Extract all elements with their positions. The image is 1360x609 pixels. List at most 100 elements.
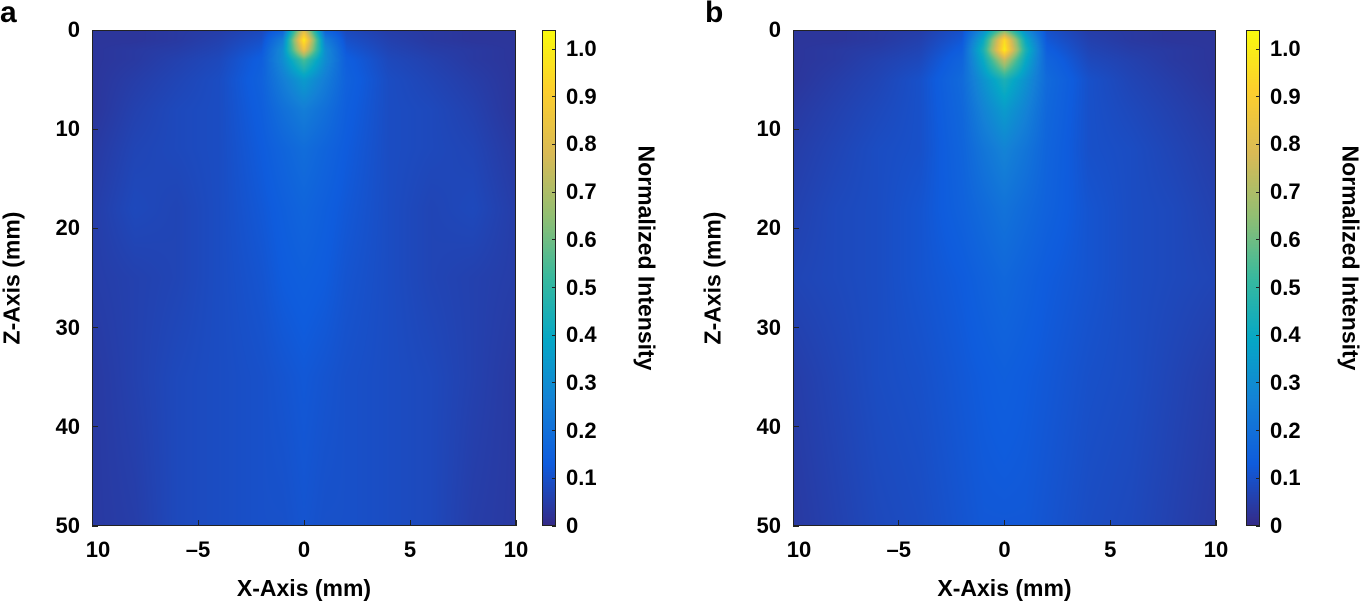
colorbar-tick-mark xyxy=(552,143,556,145)
colorbar-tick-label: 0.7 xyxy=(566,179,597,205)
y-tick-mark xyxy=(793,29,799,31)
x-tick-mark xyxy=(197,520,199,526)
colorbar-tick-label: 0.6 xyxy=(566,226,597,252)
colorbar-tick-label: 0.9 xyxy=(566,83,597,109)
y-tick-label: 0 xyxy=(67,17,80,42)
y-tick-mark xyxy=(793,426,799,428)
colorbar-label: Normalized Intensity xyxy=(633,145,660,371)
colorbar-tick-label: 1.0 xyxy=(566,36,597,62)
y-tick-mark xyxy=(92,128,98,130)
colorbar-tick-mark xyxy=(1256,191,1260,193)
colorbar-tick-label: 0.5 xyxy=(566,274,597,300)
colorbar-tick-label: 1.0 xyxy=(1270,36,1301,62)
colorbar-tick-mark xyxy=(1256,477,1260,479)
x-tick-label: 10 xyxy=(1203,537,1229,562)
colorbar xyxy=(1246,30,1260,526)
y-tick-mark xyxy=(793,227,799,229)
x-tick-label: 5 xyxy=(403,537,417,562)
panel-letter: b xyxy=(705,0,724,29)
y-tick-label: 30 xyxy=(756,314,781,340)
y-tick-label: 20 xyxy=(756,215,781,241)
y-tick-mark xyxy=(92,426,98,428)
y-tick-label: 40 xyxy=(55,413,80,439)
y-tick-mark xyxy=(793,327,799,329)
colorbar-tick-mark xyxy=(552,287,556,289)
colorbar xyxy=(542,30,556,526)
colorbar-tick-label: 0.3 xyxy=(1270,369,1301,395)
x-axis-label: X-Axis (mm) xyxy=(236,575,372,601)
colorbar-tick-label: 0.4 xyxy=(1270,322,1301,348)
x-tick-label: –5 xyxy=(185,537,211,562)
colorbar-tick-label: 0.9 xyxy=(1270,83,1301,109)
y-tick-label: 40 xyxy=(756,413,781,439)
x-tick-label: –5 xyxy=(886,537,911,562)
colorbar-tick-label: 0.8 xyxy=(566,131,597,157)
x-tick-label: 0 xyxy=(998,537,1011,562)
colorbar-tick-mark xyxy=(552,96,556,98)
colorbar-tick-label: 0 xyxy=(566,513,579,538)
colorbar-tick-label: 0.6 xyxy=(1270,226,1301,252)
colorbar-tick-mark xyxy=(1256,239,1260,241)
x-tick-label: 10 xyxy=(786,537,812,562)
y-tick-label: 0 xyxy=(768,17,781,42)
x-axis-label: X-Axis (mm) xyxy=(937,575,1072,601)
colorbar-tick-mark xyxy=(552,239,556,241)
colorbar-frame xyxy=(542,30,556,526)
colorbar-tick-label: 0.3 xyxy=(566,369,597,395)
colorbar-frame xyxy=(1246,30,1260,526)
colorbar-tick-mark xyxy=(1256,525,1260,527)
plot-frame xyxy=(92,30,516,526)
colorbar-tick-label: 0.2 xyxy=(566,417,597,443)
colorbar-tick-label: 0.4 xyxy=(566,322,597,348)
panel-letter: a xyxy=(0,0,17,29)
x-tick-mark xyxy=(1109,520,1111,526)
colorbar-tick-mark xyxy=(1256,143,1260,145)
colorbar-label: Normalized Intensity xyxy=(1337,145,1360,371)
y-axis-label: Z-Axis (mm) xyxy=(699,211,726,345)
colorbar-tick-mark xyxy=(552,334,556,336)
heatmap-image xyxy=(92,30,516,526)
colorbar-tick-mark xyxy=(552,477,556,479)
heatmap-image xyxy=(793,30,1216,526)
colorbar-tick-label: 0.5 xyxy=(1270,274,1301,300)
x-tick-label: 10 xyxy=(503,537,529,562)
y-tick-mark xyxy=(92,227,98,229)
colorbar-tick-mark xyxy=(1256,430,1260,432)
y-tick-label: 20 xyxy=(55,215,80,241)
y-tick-label: 10 xyxy=(55,116,80,142)
colorbar-tick-mark xyxy=(552,430,556,432)
colorbar-tick-label: 0.1 xyxy=(566,465,597,491)
y-tick-label: 10 xyxy=(756,116,781,142)
colorbar-tick-mark xyxy=(552,48,556,50)
x-tick-mark xyxy=(303,520,305,526)
x-tick-mark xyxy=(1215,520,1217,526)
colorbar-tick-mark xyxy=(1256,287,1260,289)
colorbar-tick-mark xyxy=(1256,48,1260,50)
y-tick-mark xyxy=(92,29,98,31)
x-tick-label: 0 xyxy=(297,537,311,562)
colorbar-tick-mark xyxy=(552,382,556,384)
x-tick-mark xyxy=(1004,520,1005,526)
x-tick-label: 10 xyxy=(85,537,111,562)
plot-frame xyxy=(793,30,1216,526)
colorbar-tick-label: 0.2 xyxy=(1270,417,1301,443)
y-axis-label: Z-Axis (mm) xyxy=(0,211,25,345)
colorbar-tick-mark xyxy=(552,191,556,193)
y-tick-label: 50 xyxy=(756,513,781,538)
y-tick-label: 30 xyxy=(55,314,80,340)
y-tick-mark xyxy=(92,525,98,527)
colorbar-tick-mark xyxy=(1256,96,1260,98)
x-tick-mark xyxy=(792,520,794,526)
colorbar-tick-mark xyxy=(1256,334,1260,336)
colorbar-tick-mark xyxy=(1256,382,1260,384)
colorbar-tick-label: 0 xyxy=(1270,513,1283,538)
y-tick-label: 50 xyxy=(55,513,80,538)
x-tick-label: 5 xyxy=(1104,537,1117,562)
y-tick-mark xyxy=(793,128,799,130)
colorbar-tick-label: 0.1 xyxy=(1270,465,1301,491)
colorbar-tick-mark xyxy=(552,525,556,527)
x-tick-mark xyxy=(898,520,900,526)
x-tick-mark xyxy=(91,520,93,526)
colorbar-tick-label: 0.7 xyxy=(1270,179,1301,205)
colorbar-tick-label: 0.8 xyxy=(1270,131,1301,157)
